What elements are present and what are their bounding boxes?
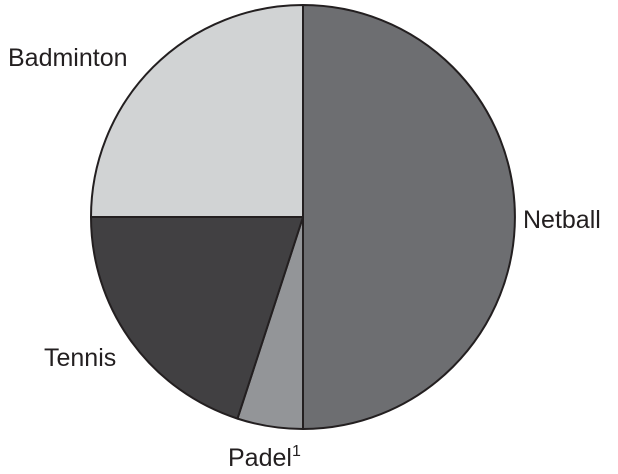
pie-slice-badminton [90,4,304,218]
slice-label-padel-text: Padel [228,444,292,472]
slice-label-padel-superscript: 1 [292,443,301,460]
slice-label-badminton: Badminton [8,44,128,72]
slice-label-padel: Padel1 [228,443,301,472]
pie-slices [90,4,516,430]
pie-slice-tennis [90,216,304,420]
slice-label-tennis: Tennis [44,344,116,372]
pie-slice-netball [302,4,516,430]
slice-label-netball: Netball [523,206,601,234]
